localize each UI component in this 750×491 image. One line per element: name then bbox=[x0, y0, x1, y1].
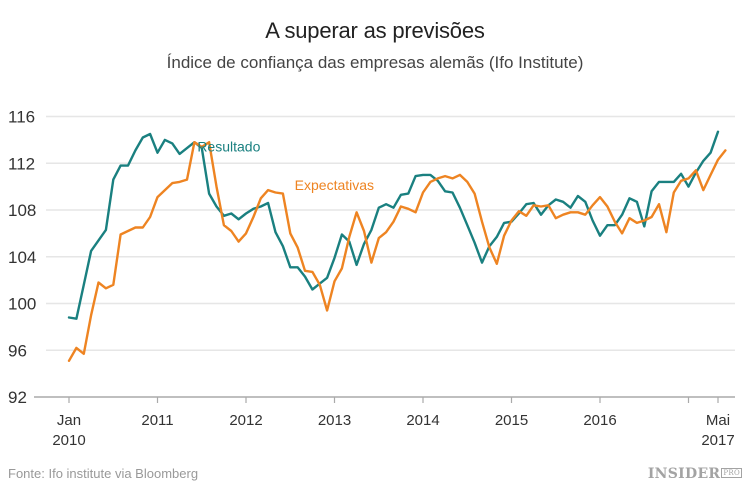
series-labels: Resultado Expectativas bbox=[197, 139, 374, 194]
x-tick-label: Jan bbox=[57, 412, 81, 429]
x-tick-label: 2010 bbox=[52, 432, 85, 449]
x-axis: Jan 2010 2011 2012 2013 2014 2015 2016 Mai 2017 bbox=[34, 396, 735, 449]
chart-title: A superar as previsões bbox=[265, 18, 485, 43]
series-line-resultado bbox=[67, 130, 720, 320]
x-tick-label: 2017 bbox=[701, 432, 734, 449]
x-tick-label: 2014 bbox=[406, 412, 439, 429]
x-tick-label: 2013 bbox=[318, 412, 351, 429]
x-tick-label: 2012 bbox=[229, 412, 262, 429]
gridlines bbox=[46, 115, 735, 351]
brand-name: INSIDER bbox=[647, 466, 721, 482]
brand-logo: INSIDER PRO bbox=[648, 466, 742, 482]
x-tick-label: 2016 bbox=[583, 412, 616, 429]
x-tick-label: Mai bbox=[706, 412, 730, 429]
y-axis-ticks: 92 96 100 104 108 112 116 bbox=[8, 108, 36, 408]
series-lines bbox=[67, 130, 727, 362]
y-tick-label: 104 bbox=[8, 248, 36, 267]
series-line-expectativas bbox=[67, 140, 727, 362]
y-tick-label: 108 bbox=[8, 201, 36, 220]
x-tick-label: 2011 bbox=[141, 412, 173, 429]
y-tick-label: 92 bbox=[8, 388, 27, 407]
x-tick-label: 2015 bbox=[495, 412, 528, 429]
y-tick-label: 112 bbox=[8, 154, 35, 173]
y-tick-label: 96 bbox=[8, 341, 27, 360]
brand-suffix: PRO bbox=[721, 468, 742, 478]
y-tick-label: 116 bbox=[8, 108, 35, 127]
series-label-expectativas: Expectativas bbox=[295, 177, 374, 193]
source-note: Fonte: Ifo institute via Bloomberg bbox=[8, 466, 199, 481]
series-label-resultado: Resultado bbox=[197, 139, 260, 155]
y-tick-label: 100 bbox=[8, 295, 36, 314]
chart-subtitle: Índice de confiança das empresas alemãs … bbox=[166, 53, 584, 72]
